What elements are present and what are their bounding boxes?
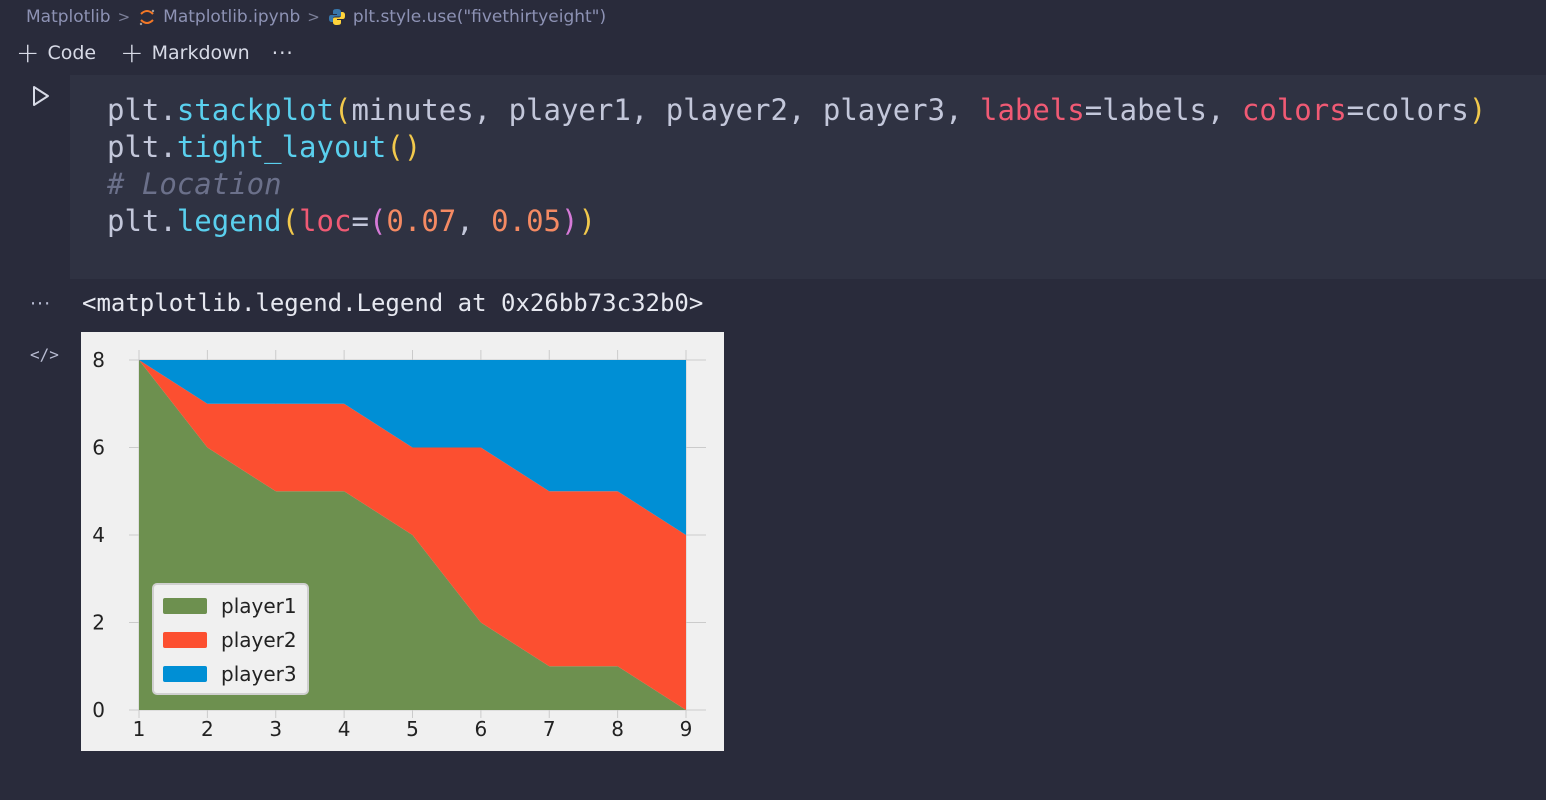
code-token: ) (1468, 93, 1487, 127)
code-editor[interactable]: plt.stackplot(minutes, player1, player2,… (107, 92, 1486, 240)
y-tick-label: 6 (92, 436, 105, 460)
x-tick-label: 6 (475, 717, 488, 741)
y-tick-label: 4 (92, 523, 105, 547)
code-token: labels (980, 93, 1085, 127)
x-tick-label: 1 (133, 717, 146, 741)
stackplot-chart: 1 2 3 4 5 6 7 8 9 0 2 4 6 8 player1 player2 player3 (92, 348, 706, 741)
x-tick-label: 3 (269, 717, 282, 741)
code-token: # Location (107, 167, 282, 201)
add-markdown-cell-button[interactable]: + Markdown (120, 39, 250, 67)
legend-label: player2 (221, 628, 297, 652)
breadcrumb: Matplotlib > Matplotlib.ipynb > plt.styl… (26, 6, 606, 28)
code-line: plt.stackplot(minutes, player1, player2,… (107, 92, 1486, 129)
output-text: <matplotlib.legend.Legend at 0x26bb73c32… (82, 289, 704, 317)
add-code-cell-button[interactable]: + Code (16, 39, 96, 67)
stackplot-figure: 1 2 3 4 5 6 7 8 9 0 2 4 6 8 player1 player2 player3 (81, 332, 724, 751)
legend-swatch (163, 666, 207, 682)
python-icon (328, 9, 345, 25)
x-tick-label: 4 (338, 717, 351, 741)
code-token: loc (299, 204, 352, 238)
output-more-icon[interactable]: ··· (30, 293, 52, 315)
code-cell[interactable] (70, 75, 1546, 279)
legend-swatch (163, 598, 207, 614)
chevron-right-icon: > (307, 8, 320, 26)
jupyter-icon (139, 9, 155, 26)
code-toggle-icon[interactable]: </> (30, 345, 59, 364)
code-line: plt.tight_layout() (107, 129, 1486, 166)
code-token: ) (578, 204, 596, 238)
breadcrumb-cell[interactable]: plt.style.use("fivethirtyeight") (352, 7, 607, 27)
x-tick-label: 5 (406, 717, 419, 741)
code-token: ( (281, 204, 300, 238)
x-tick-label: 9 (680, 717, 693, 741)
legend-label: player1 (221, 594, 297, 618)
plus-icon: + (120, 36, 144, 69)
code-token: minutes, player1, player2, player3, (351, 93, 980, 127)
area-player2 (139, 360, 686, 710)
plus-icon: + (16, 36, 40, 69)
add-code-label: Code (47, 42, 97, 64)
y-tick-label: 2 (92, 611, 105, 635)
code-token: legend (176, 204, 282, 238)
code-token: 0.05 (491, 204, 562, 238)
x-tick-label: 7 (543, 717, 556, 741)
code-token: plt. (107, 93, 177, 127)
run-cell-icon[interactable] (32, 85, 50, 107)
x-tick-label: 8 (611, 717, 624, 741)
code-token: plt. (107, 130, 177, 164)
code-token: 0.07 (386, 204, 457, 238)
chevron-right-icon: > (117, 8, 131, 26)
y-tick-label: 8 (92, 348, 105, 372)
notebook-toolbar: + Code + Markdown ··· (16, 38, 294, 68)
add-markdown-label: Markdown (151, 42, 250, 64)
code-token: tight_layout (176, 130, 387, 164)
code-token: stackplot (176, 93, 334, 127)
area-player3 (139, 360, 686, 535)
breadcrumb-notebook[interactable]: Matplotlib.ipynb (163, 7, 301, 27)
code-token: ) (561, 204, 579, 238)
code-token: () (386, 130, 422, 164)
code-token: = (351, 204, 369, 238)
code-token: ( (368, 204, 387, 238)
code-line: # Location (107, 166, 1486, 203)
breadcrumb-folder[interactable]: Matplotlib (26, 7, 111, 27)
more-actions-icon[interactable]: ··· (271, 41, 294, 65)
code-token: =labels, (1084, 93, 1242, 127)
y-tick-label: 0 (92, 698, 105, 722)
legend-label: player3 (221, 662, 297, 686)
code-line: plt.legend(loc=(0.07, 0.05)) (107, 203, 1486, 240)
legend-swatch (163, 632, 207, 648)
x-tick-label: 2 (201, 717, 214, 741)
code-token: colors (1241, 93, 1347, 127)
code-token: ( (333, 93, 352, 127)
code-token: plt. (107, 204, 177, 238)
code-token: =colors (1346, 93, 1469, 127)
code-token: , (456, 204, 492, 238)
